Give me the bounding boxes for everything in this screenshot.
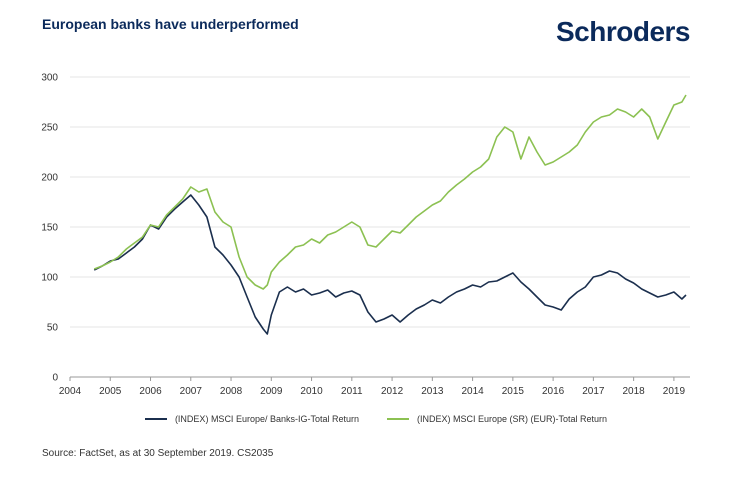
legend-label-europe: (INDEX) MSCI Europe (SR) (EUR)-Total Ret…: [417, 414, 608, 424]
schroders-logo: Schroders: [556, 16, 691, 47]
x-tick-label: 2016: [542, 386, 565, 397]
x-tick-label: 2012: [381, 386, 404, 397]
y-tick-label: 250: [41, 123, 58, 134]
axes: 0 50 100 150 200 250 300 2004 2005 2006 2007 2008 20…: [41, 73, 685, 398]
x-tick-label: 2006: [139, 386, 162, 397]
y-tick-label: 150: [41, 223, 58, 234]
x-tick-label: 2007: [180, 386, 203, 397]
x-tick-label: 2009: [260, 386, 283, 397]
x-tick-label: 2014: [461, 386, 484, 397]
chart-title: European banks have underperformed: [42, 16, 299, 32]
legend-swatch-banks: [144, 418, 167, 420]
legend-swatch-europe: [387, 418, 409, 420]
legend-item-europe: (INDEX) MSCI Europe (SR) (EUR)-Total Ret…: [387, 414, 607, 424]
gridlines: [70, 76, 690, 378]
legend-label-banks: (INDEX) MSCI Europe/ Banks-IG-Total Retu…: [174, 414, 359, 424]
x-tick-label: 2010: [300, 386, 323, 397]
x-tick-label: 2013: [421, 386, 444, 397]
x-tick-label: 2008: [220, 386, 243, 397]
legend: (INDEX) MSCI Europe/ Banks-IG-Total Retu…: [0, 414, 752, 424]
legend-item-banks: (INDEX) MSCI Europe/ Banks-IG-Total Retu…: [144, 414, 359, 424]
x-tick-label: 2015: [502, 386, 525, 397]
y-tick-label: 50: [47, 323, 59, 334]
series-line-banks: [93, 194, 687, 335]
x-tick-label: 2004: [59, 386, 82, 397]
y-tick-label: 100: [41, 273, 58, 284]
y-tick-label: 200: [41, 173, 58, 184]
x-tick-label: 2005: [99, 386, 122, 397]
x-tick-label: 2011: [341, 386, 363, 397]
x-tick-label: 2017: [582, 386, 605, 397]
x-tick-label: 2018: [623, 386, 646, 397]
x-tick-label: 2019: [663, 386, 686, 397]
y-tick-label: 300: [41, 73, 58, 84]
series-line-europe: [93, 94, 687, 290]
source-note: Source: FactSet, as at 30 September 2019…: [42, 448, 274, 459]
y-tick-label: 0: [52, 373, 58, 384]
series-lines: [93, 94, 687, 335]
